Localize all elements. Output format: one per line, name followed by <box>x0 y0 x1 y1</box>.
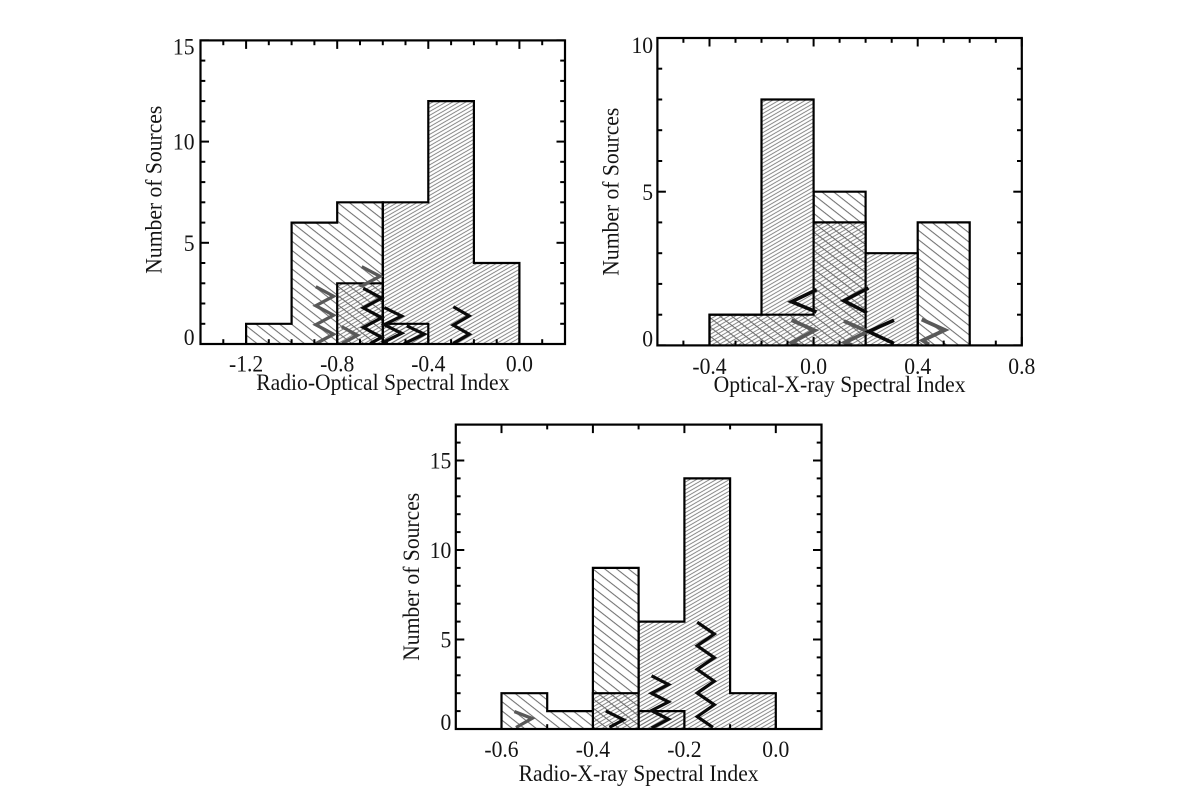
svg-text:0: 0 <box>184 324 195 350</box>
svg-text:0.8: 0.8 <box>1008 353 1035 379</box>
svg-text:-1.2: -1.2 <box>229 351 263 377</box>
svg-text:0: 0 <box>440 709 451 735</box>
svg-text:-0.2: -0.2 <box>667 736 701 762</box>
svg-text:-0.8: -0.8 <box>320 351 354 377</box>
svg-text:15: 15 <box>173 34 195 60</box>
svg-text:Number of Sources: Number of Sources <box>398 493 424 661</box>
svg-text:10: 10 <box>430 537 452 563</box>
svg-text:-0.4: -0.4 <box>411 351 445 377</box>
svg-text:Optical-X-ray Spectral Index: Optical-X-ray Spectral Index <box>714 371 966 397</box>
svg-text:Radio-Optical Spectral Index: Radio-Optical Spectral Index <box>256 369 509 395</box>
svg-text:Number of Sources: Number of Sources <box>141 106 167 274</box>
svg-text:0.0: 0.0 <box>506 351 533 377</box>
svg-text:-0.6: -0.6 <box>484 736 518 762</box>
svg-text:Radio-X-ray Spectral Index: Radio-X-ray Spectral Index <box>519 760 759 786</box>
svg-text:10: 10 <box>631 32 653 58</box>
svg-text:5: 5 <box>440 627 451 653</box>
svg-text:-0.4: -0.4 <box>692 353 726 379</box>
svg-text:0.4: 0.4 <box>904 353 931 379</box>
svg-text:Number of Sources: Number of Sources <box>598 108 624 276</box>
svg-text:5: 5 <box>642 179 653 205</box>
svg-text:-0.4: -0.4 <box>576 736 610 762</box>
svg-text:15: 15 <box>430 448 452 474</box>
svg-text:5: 5 <box>184 230 195 256</box>
svg-text:0.0: 0.0 <box>762 736 789 762</box>
svg-text:0.0: 0.0 <box>800 353 827 379</box>
svg-text:10: 10 <box>173 129 195 155</box>
svg-text:0: 0 <box>642 326 653 352</box>
